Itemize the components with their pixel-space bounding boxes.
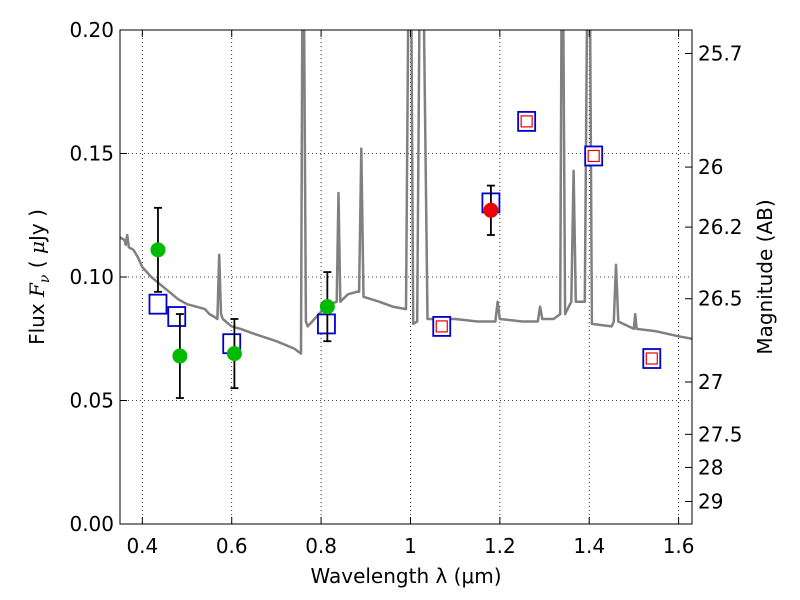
mag-tick-label: 29 <box>698 490 723 514</box>
model-photometry-inner-square <box>645 352 658 365</box>
y-axis-label-left: Flux Fν ( μJy ) <box>25 209 53 345</box>
observed-point <box>150 242 166 258</box>
x-tick-label: 0.8 <box>305 534 337 558</box>
y-axis-left: 0.00 0.05 0.10 0.15 0.20 <box>69 18 127 536</box>
mag-tick-label: 26 <box>698 155 723 179</box>
y-tick-label: 0.15 <box>69 142 114 166</box>
mag-tick-label: 27.5 <box>698 422 743 446</box>
series-layer <box>120 30 692 399</box>
y-tick-label: 0.20 <box>69 18 114 42</box>
model-photometry-inner-square <box>587 149 600 163</box>
model-photometry-inner-square <box>435 320 448 333</box>
y-tick-label: 0.05 <box>69 389 114 413</box>
mag-tick-label: 25.7 <box>698 41 743 65</box>
y-tick-label: 0.00 <box>69 512 114 536</box>
mag-tick-label: 26.2 <box>698 215 743 239</box>
y-tick-label: 0.10 <box>69 265 114 289</box>
model-photometry-inner-square <box>520 115 533 128</box>
observed-point <box>483 202 499 218</box>
mag-tick-label: 28 <box>698 455 723 479</box>
mag-tick-label: 26.5 <box>698 287 743 311</box>
x-tick-label: 1 <box>404 534 417 558</box>
observed-point <box>319 299 335 315</box>
x-tick-label: 1.2 <box>484 534 516 558</box>
model-photometry-square <box>167 306 187 327</box>
sed-model-line <box>120 30 692 355</box>
x-tick-label: 1.6 <box>663 534 695 558</box>
observed-point <box>226 346 242 362</box>
x-axis: 0.4 0.6 0.8 1 1.2 1.4 1.6 <box>126 30 695 558</box>
x-tick-label: 0.6 <box>216 534 248 558</box>
y-axis-label-right: Magnitude (AB) <box>753 199 777 354</box>
model-photometry-square <box>148 293 168 315</box>
y-axis-right: 25.7 26 26.2 26.5 27 27.5 28 29 <box>685 41 743 514</box>
x-tick-label: 1.4 <box>573 534 605 558</box>
mag-tick-label: 27 <box>698 370 723 394</box>
x-tick-label: 0.4 <box>126 534 158 558</box>
x-axis-label: Wavelength λ (μm) <box>310 564 501 588</box>
observed-point <box>172 348 188 364</box>
